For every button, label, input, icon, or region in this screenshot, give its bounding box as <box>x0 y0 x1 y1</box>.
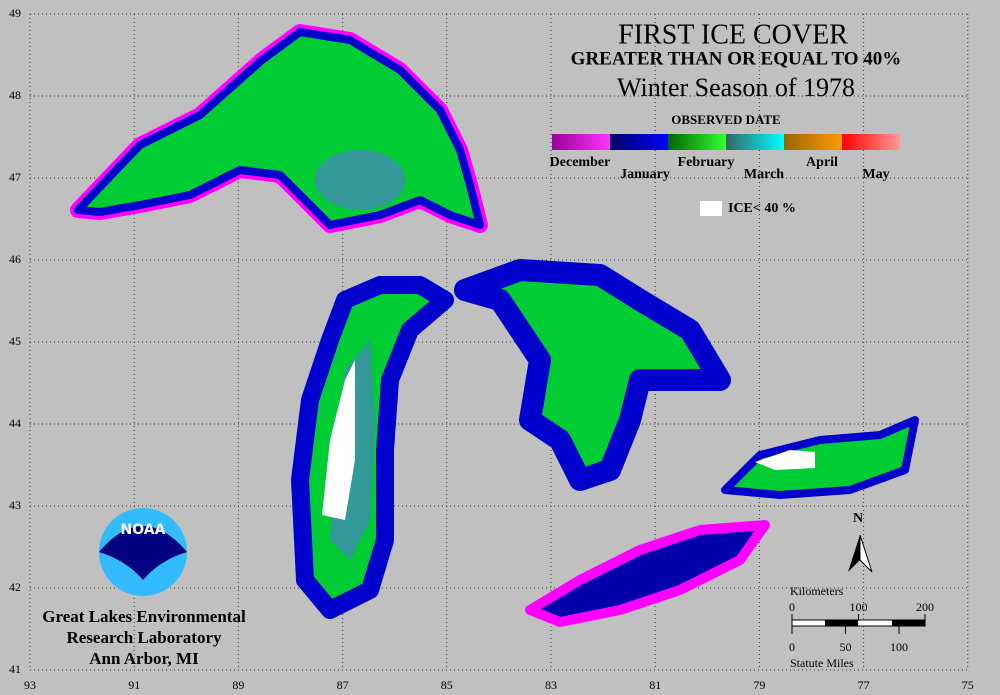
swatch <box>668 134 726 150</box>
legend-title: OBSERVED DATE <box>671 112 780 127</box>
lat-label: 46 <box>9 252 21 266</box>
month-label: May <box>862 167 889 182</box>
credit: Great Lakes Environmental Research Labora… <box>42 607 246 668</box>
lake-erie <box>530 525 765 622</box>
credit-line: Great Lakes Environmental <box>42 607 246 626</box>
month-label: March <box>744 167 784 182</box>
lon-label: 77 <box>858 678 870 692</box>
km-tick: 200 <box>916 600 934 614</box>
swatch-white <box>700 201 722 216</box>
swatch <box>784 134 842 150</box>
lon-label: 79 <box>753 678 765 692</box>
mile-tick: 50 <box>840 640 852 654</box>
mile-label: Statute Miles <box>790 656 854 670</box>
subtitle: GREATER THAN OR EQUAL TO 40% <box>571 48 902 69</box>
logo-bird <box>99 526 187 580</box>
lake-huron <box>465 270 720 480</box>
swatch <box>842 134 900 150</box>
header: FIRST ICE COVER GREATER THAN OR EQUAL TO… <box>571 19 902 102</box>
lat-label: 48 <box>9 88 21 102</box>
lon-label: 91 <box>128 678 140 692</box>
north-label: N <box>853 511 863 526</box>
lat-label: 41 <box>9 662 21 676</box>
lon-label: 87 <box>337 678 349 692</box>
lake-superior <box>78 32 480 225</box>
mile-tick: 100 <box>890 640 908 654</box>
ice-region <box>315 150 405 210</box>
credit-line: Research Laboratory <box>66 628 222 647</box>
lon-label: 83 <box>545 678 557 692</box>
ice-label: ICE< 40 % <box>728 201 796 216</box>
bar <box>825 620 858 626</box>
lake-ontario <box>725 420 915 495</box>
credit-line: Ann Arbor, MI <box>89 649 199 668</box>
lon-label: 85 <box>441 678 453 692</box>
lon-label: 75 <box>962 678 974 692</box>
swatch <box>552 134 610 150</box>
ice-below-40 <box>322 360 355 520</box>
lakes <box>78 32 915 622</box>
lat-label: 43 <box>9 498 21 512</box>
swatch <box>726 134 784 150</box>
month-label: February <box>678 155 735 170</box>
north-arrow: N <box>848 511 873 573</box>
arrow <box>859 534 873 573</box>
lon-label: 81 <box>649 678 661 692</box>
lon-label: 89 <box>232 678 244 692</box>
lat-label: 49 <box>9 6 21 20</box>
lat-label: 47 <box>9 170 21 184</box>
logo: NOAA <box>99 508 187 596</box>
ice-below-40 <box>755 450 815 470</box>
month-label: December <box>550 155 611 170</box>
bar <box>892 620 925 626</box>
km-label: Kilometers <box>790 584 844 598</box>
month-label: April <box>806 155 838 170</box>
lat-label: 45 <box>9 334 21 348</box>
season: Winter Season of 1978 <box>617 73 855 102</box>
km-tick: 0 <box>789 600 795 614</box>
mile-tick: 0 <box>789 640 795 654</box>
lon-label: 93 <box>24 678 36 692</box>
logo-text: NOAA <box>121 522 166 538</box>
arrow <box>848 535 860 572</box>
lat-label: 42 <box>9 580 21 594</box>
lat-label: 44 <box>9 416 21 430</box>
month-label: January <box>620 167 670 182</box>
title: FIRST ICE COVER <box>618 19 848 50</box>
legend: OBSERVED DATE ICE< 40 % December January F… <box>550 112 900 216</box>
scale-bar: Kilometers Statute Miles 0 100 200 0 50 100 <box>789 584 934 670</box>
swatch <box>610 134 668 150</box>
km-tick: 100 <box>850 600 868 614</box>
